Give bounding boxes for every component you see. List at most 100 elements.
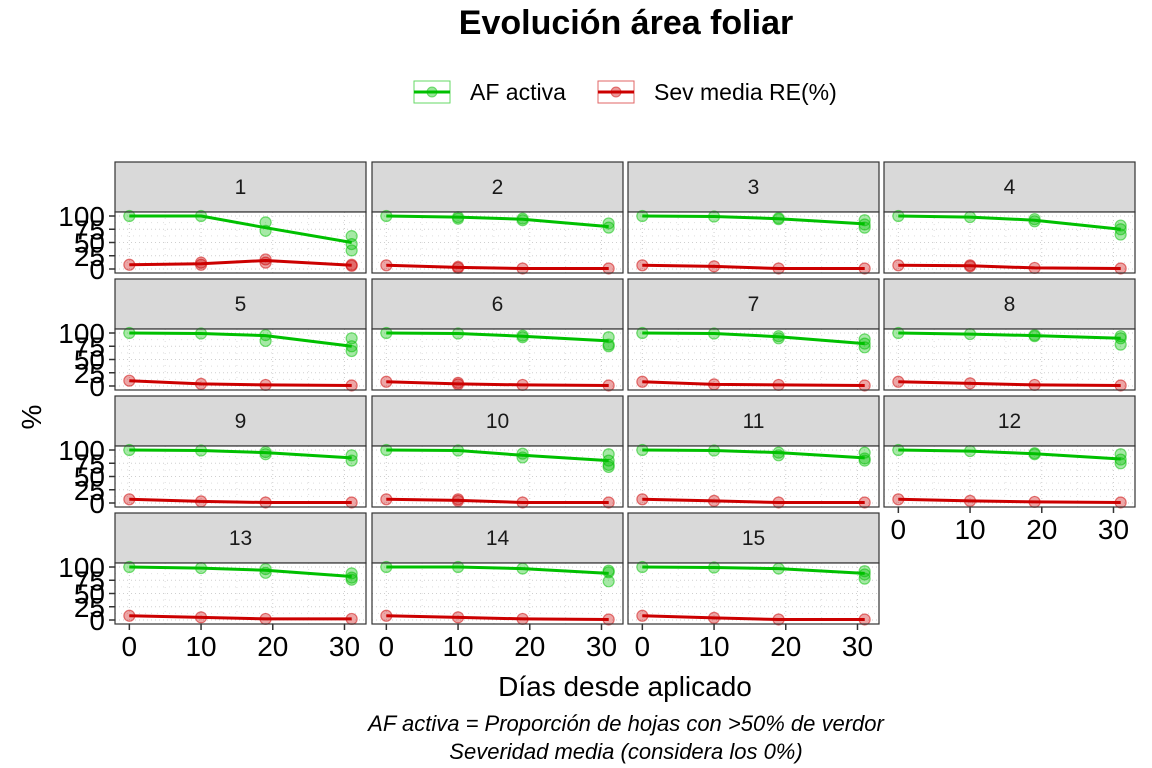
panel-15: 15 0 10 20 30 bbox=[627, 512, 880, 662]
series-line bbox=[642, 380, 865, 387]
y-tick-label: 100 bbox=[58, 552, 105, 583]
y-tick-label: 100 bbox=[58, 318, 105, 349]
panel-border bbox=[371, 328, 624, 391]
x-tick-label: 20 bbox=[257, 631, 288, 662]
panel-grid bbox=[115, 446, 366, 507]
y-tick-label: 100 bbox=[58, 435, 105, 466]
series-sev-media bbox=[636, 375, 871, 392]
series-line bbox=[898, 380, 1121, 387]
series-line bbox=[898, 497, 1121, 504]
series-line bbox=[129, 331, 352, 348]
panel-border bbox=[371, 211, 624, 274]
series-af-activa bbox=[380, 209, 615, 234]
series-af-activa bbox=[892, 326, 1127, 351]
series-sev-media bbox=[892, 375, 1127, 392]
series-sev-media bbox=[636, 609, 871, 626]
panel-strip-label: 2 bbox=[492, 176, 504, 199]
series-af-activa bbox=[636, 443, 871, 467]
y-tick-label: 50 bbox=[74, 579, 105, 610]
y-axis-title: % bbox=[16, 405, 47, 430]
series-line bbox=[129, 214, 352, 244]
series-sev-media bbox=[123, 253, 358, 272]
panel-plot-area bbox=[628, 329, 879, 390]
panel-border bbox=[371, 445, 624, 508]
series-line bbox=[386, 331, 609, 343]
y-tick-label: 75 bbox=[74, 214, 105, 245]
y-tick-label: 0 bbox=[89, 488, 105, 519]
panel-grid bbox=[115, 563, 366, 624]
caption-line-2: Severidad media (considera los 0%) bbox=[449, 739, 802, 764]
data-point bbox=[858, 572, 871, 585]
panel-border bbox=[627, 445, 880, 508]
x-tick-label: 10 bbox=[698, 631, 729, 662]
panel-plot-area bbox=[372, 212, 623, 273]
panel-border bbox=[883, 328, 1136, 391]
panel-8: 8 bbox=[883, 278, 1136, 392]
x-axis: 0 10 20 30 bbox=[891, 507, 1129, 545]
data-point bbox=[602, 575, 615, 588]
series-sev-media bbox=[636, 493, 871, 509]
legend-key-point bbox=[610, 86, 622, 98]
y-tick-label: 50 bbox=[74, 228, 105, 259]
x-tick-label: 0 bbox=[635, 631, 651, 662]
panel-plot-area bbox=[884, 212, 1135, 273]
series-af-activa bbox=[123, 443, 358, 467]
series-line bbox=[386, 448, 609, 463]
panel-border bbox=[883, 445, 1136, 508]
series-line bbox=[129, 614, 352, 621]
panel-strip-label: 5 bbox=[235, 293, 247, 316]
series-line bbox=[129, 565, 352, 578]
panel-strip bbox=[371, 161, 624, 213]
y-tick-label: 25 bbox=[74, 358, 105, 389]
panel-border bbox=[883, 211, 1136, 274]
series-line bbox=[642, 263, 865, 270]
series-line bbox=[129, 259, 352, 267]
panel-strip-label: 8 bbox=[1004, 293, 1016, 316]
panel-strip-label: 1 bbox=[235, 176, 247, 199]
x-tick-label: 10 bbox=[954, 514, 985, 545]
panel-strip-label: 14 bbox=[486, 527, 510, 550]
x-tick-label: 20 bbox=[1026, 514, 1057, 545]
panel-10: 10 bbox=[371, 395, 624, 509]
panel-grid bbox=[628, 446, 879, 507]
series-line bbox=[386, 214, 609, 229]
series-sev-media bbox=[123, 374, 358, 392]
y-tick-label: 50 bbox=[74, 462, 105, 493]
y-tick-label: 0 bbox=[89, 371, 105, 402]
panel-strip-label: 6 bbox=[492, 293, 504, 316]
panel-strip bbox=[114, 161, 367, 213]
panel-grid bbox=[372, 329, 623, 390]
series-sev-media bbox=[380, 609, 615, 626]
panel-3: 3 bbox=[627, 161, 880, 275]
panel-strip bbox=[114, 512, 367, 564]
y-tick-label: 25 bbox=[74, 475, 105, 506]
panel-grid bbox=[884, 212, 1135, 273]
panel-strip bbox=[627, 161, 880, 213]
series-af-activa bbox=[123, 209, 358, 257]
y-tick-label: 50 bbox=[74, 345, 105, 376]
panel-strip-label: 11 bbox=[743, 410, 765, 433]
panel-strip bbox=[883, 395, 1136, 447]
series-sev-media bbox=[892, 259, 1127, 275]
data-point bbox=[602, 340, 615, 353]
caption-line-1: AF activa = Proporción de hojas con >50%… bbox=[366, 711, 885, 736]
panel-strip bbox=[114, 278, 367, 330]
panel-strip bbox=[371, 278, 624, 330]
x-tick-label: 30 bbox=[329, 631, 360, 662]
panel-grid bbox=[628, 563, 879, 624]
legend-item-sev-media: Sev media RE(%) bbox=[597, 79, 837, 105]
series-line bbox=[642, 448, 865, 460]
x-tick-label: 20 bbox=[514, 631, 545, 662]
panel-plot-area bbox=[884, 329, 1135, 390]
panel-border bbox=[627, 562, 880, 625]
x-tick-label: 30 bbox=[1098, 514, 1129, 545]
x-axis: 0 10 20 30 bbox=[635, 624, 873, 662]
series-line bbox=[642, 331, 865, 346]
x-tick-label: 0 bbox=[891, 514, 907, 545]
series-line bbox=[642, 497, 865, 504]
panel-grid bbox=[372, 563, 623, 624]
